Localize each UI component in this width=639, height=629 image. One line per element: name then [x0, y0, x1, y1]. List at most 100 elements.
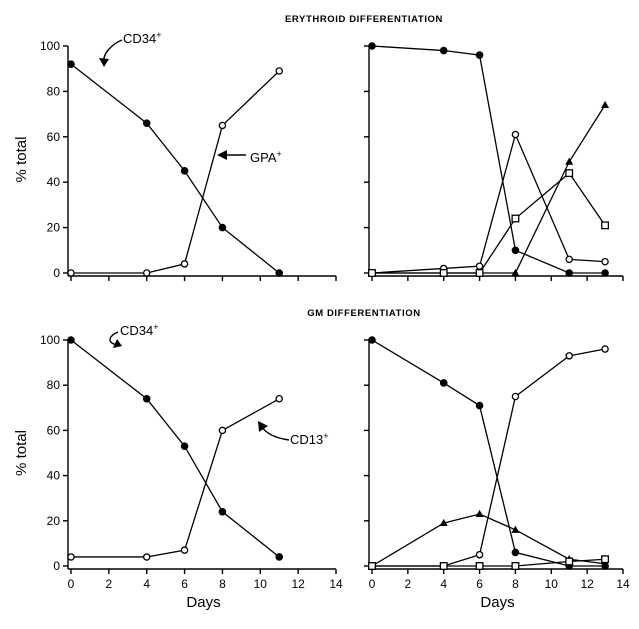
- series-line-0: [70, 339, 280, 558]
- y-tick-label: 80: [47, 378, 61, 392]
- data-point-open-circle: [511, 392, 520, 401]
- data-point-filled-circle: [368, 336, 376, 344]
- data-point-open-circle: [275, 395, 283, 403]
- gm-title: GM DIFFERENTIATION: [307, 308, 421, 319]
- series-line-0: [371, 339, 606, 567]
- series-line-2: [372, 104, 606, 274]
- data-point-filled-circle: [142, 119, 151, 127]
- series-line-0: [371, 45, 606, 274]
- y-tick-label: 40: [47, 469, 61, 483]
- cd34-annotation-bottom: CD34+: [120, 322, 159, 338]
- series-line-1: [371, 132, 606, 274]
- cd34-annotation-top: CD34+: [123, 30, 162, 46]
- data-point-open-circle: [218, 121, 227, 130]
- data-point-filled-circle: [142, 394, 151, 403]
- data-point-filled-circle: [565, 269, 574, 277]
- x-tick-label: 10: [254, 577, 268, 591]
- data-point-open-circle: [565, 352, 573, 360]
- data-point-filled-triangle: [439, 518, 448, 527]
- data-point-filled-triangle: [565, 157, 574, 165]
- series-line-3: [372, 558, 606, 567]
- data-point-filled-circle: [180, 442, 189, 451]
- x-axis-label: Days: [186, 594, 220, 611]
- data-point-filled-circle: [511, 246, 520, 255]
- data-point-open-square: [475, 562, 484, 570]
- x-tick-label: 4: [440, 577, 447, 591]
- data-point-filled-triangle: [475, 509, 484, 518]
- y-tick-label: 0: [53, 559, 60, 573]
- cd13-arrowhead: [258, 421, 268, 432]
- data-point-filled-circle: [218, 223, 227, 232]
- data-point-open-square: [368, 562, 376, 570]
- x-axis-label: Days: [480, 594, 514, 611]
- x-tick-label: 2: [405, 577, 412, 591]
- y-tick-label: 20: [47, 514, 61, 528]
- x-tick-label: 10: [545, 577, 559, 591]
- x-tick-label: 14: [616, 577, 630, 591]
- data-point-filled-triangle: [511, 525, 520, 533]
- y-tick-label: 40: [47, 175, 61, 189]
- data-point-filled-circle: [67, 60, 75, 68]
- data-point-filled-triangle: [601, 100, 610, 109]
- data-point-open-circle: [67, 553, 75, 561]
- series-line-2: [371, 513, 606, 567]
- x-tick-label: 8: [512, 577, 519, 591]
- gpa-annotation: GPA+: [250, 149, 282, 165]
- data-point-open-square: [511, 214, 520, 223]
- data-point-open-circle: [142, 553, 151, 561]
- gpa-arrowhead: [217, 150, 227, 160]
- x-tick-label: 14: [329, 577, 343, 591]
- data-point-filled-circle: [180, 167, 189, 175]
- data-point-open-square: [511, 562, 520, 570]
- data-point-open-circle: [142, 269, 151, 277]
- data-point-open-square: [439, 562, 448, 570]
- data-point-open-square: [565, 169, 574, 178]
- x-tick-label: 2: [106, 577, 113, 591]
- panel-gm_left: 0 20 40 60 80 100 0 2 4 6 8 10 12 14 % total Days: [13, 333, 343, 611]
- series-line-1: [71, 398, 280, 558]
- panel-ery_right: [364, 42, 624, 281]
- y-tick-label: 100: [40, 333, 60, 347]
- data-point-filled-circle: [218, 507, 227, 516]
- panel-gm_right: 0 2 4 6 8 10 12 14 Days: [364, 336, 630, 611]
- y-tick-label: 80: [47, 84, 61, 98]
- data-point-filled-circle: [511, 548, 520, 557]
- data-point-open-square: [475, 269, 484, 277]
- data-point-open-square: [368, 269, 376, 277]
- data-point-open-circle: [275, 67, 283, 75]
- data-point-open-circle: [565, 255, 573, 264]
- data-point-filled-circle: [475, 51, 484, 59]
- y-axis-label: % total: [13, 137, 30, 183]
- x-tick-label: 12: [291, 577, 305, 591]
- data-point-open-square: [601, 555, 610, 564]
- cd13-annotation: CD13+: [290, 431, 329, 447]
- cd34-arrowhead-top: [99, 58, 109, 67]
- panel-ery_left: 0 20 40 60 80 100 % total: [13, 39, 337, 281]
- data-point-open-circle: [180, 260, 189, 268]
- series-line-0: [70, 63, 280, 274]
- x-tick-label: 4: [143, 577, 150, 591]
- data-point-open-square: [439, 269, 448, 277]
- y-tick-label: 0: [53, 266, 60, 280]
- x-tick-label: 0: [68, 577, 75, 591]
- data-point-filled-triangle: [511, 268, 520, 276]
- erythroid-title: ERYTHROID DIFFERENTIATION: [285, 14, 443, 25]
- y-tick-label: 20: [47, 221, 61, 235]
- data-point-filled-circle: [275, 553, 284, 561]
- series-line-1: [71, 70, 280, 274]
- series-line-3: [372, 172, 606, 274]
- data-point-open-circle: [475, 550, 484, 559]
- data-point-filled-circle: [601, 269, 609, 277]
- series-line-1: [372, 348, 606, 567]
- data-point-open-circle: [218, 426, 227, 435]
- data-point-open-square: [565, 557, 574, 566]
- data-point-filled-circle: [475, 401, 484, 410]
- data-point-filled-circle: [439, 46, 448, 55]
- x-tick-label: 8: [219, 577, 226, 591]
- cd34-arrowhead-bottom: [113, 339, 122, 348]
- data-point-open-circle: [601, 257, 609, 266]
- x-tick-label: 12: [580, 577, 594, 591]
- data-point-filled-circle: [368, 42, 376, 50]
- data-point-open-circle: [67, 269, 75, 277]
- x-tick-label: 6: [476, 577, 483, 591]
